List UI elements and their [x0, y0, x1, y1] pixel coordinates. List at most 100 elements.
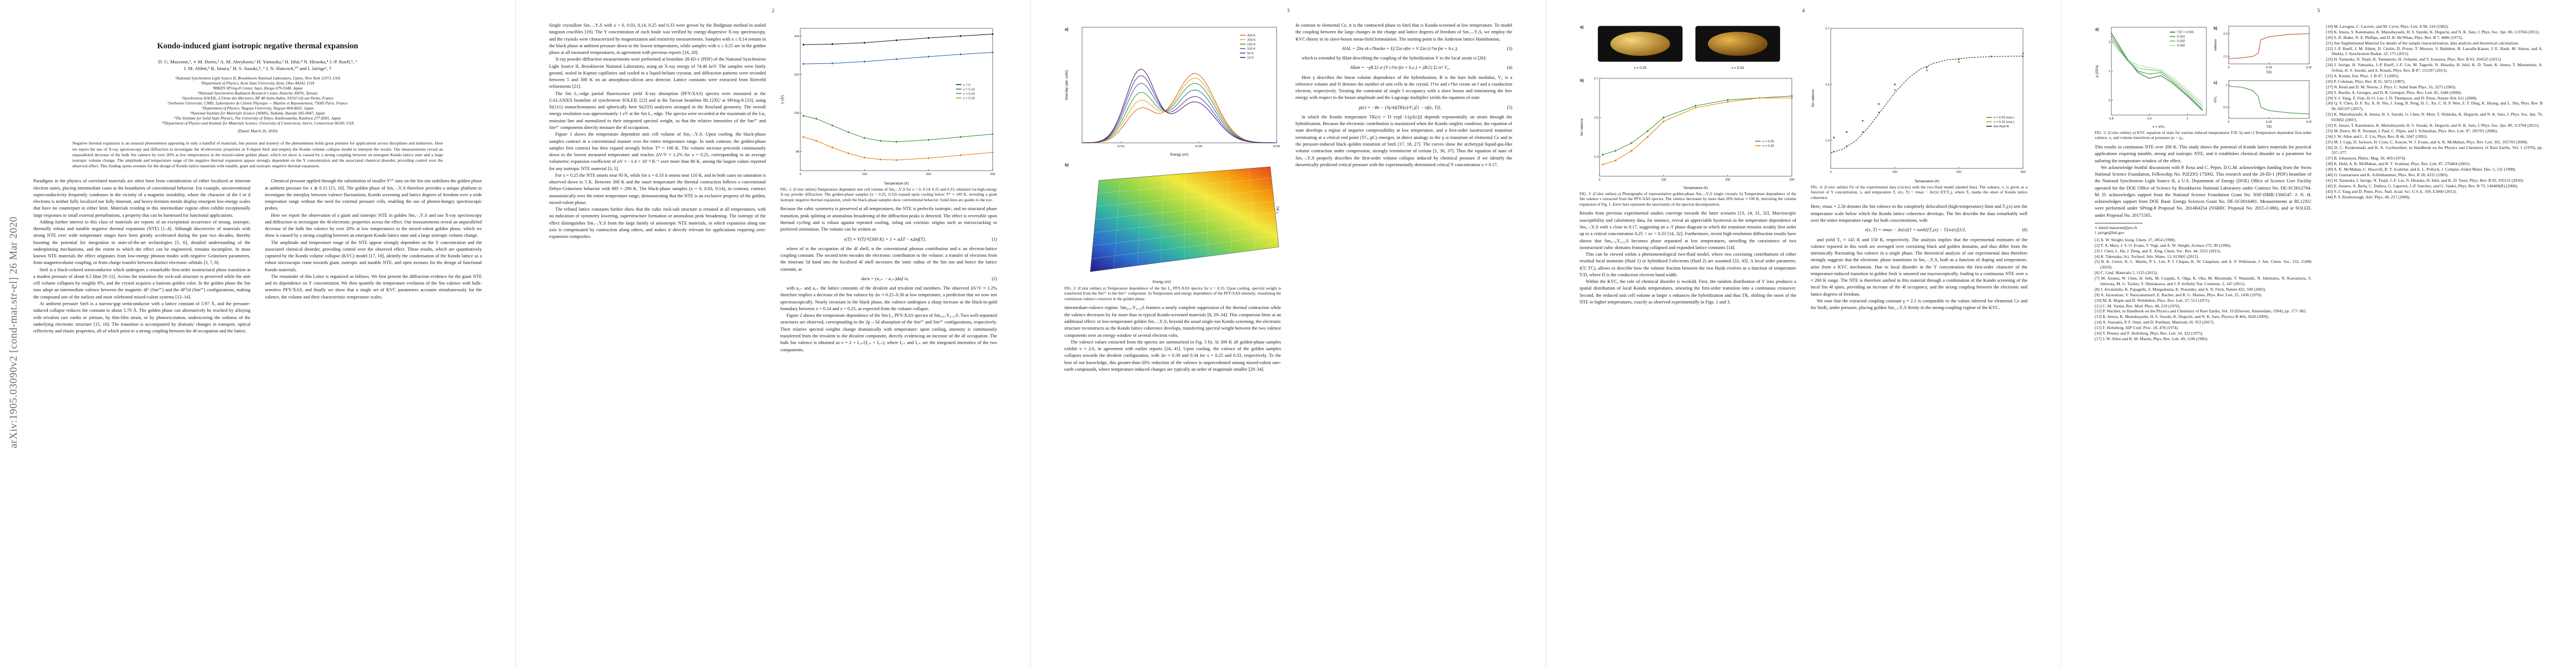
svg-text:0.020: 0.020: [2177, 40, 2185, 43]
affiliation-line: ⁵Synchrotron SOLEIL, L'Orme des Merisier…: [181, 96, 334, 101]
fig3-figure: x = 0.25 x = 0.33 a) 0 100 200 300 2.3 2.5 2.7 x =…: [1580, 23, 1796, 190]
text-columns: x = 0.25 x = 0.33 a) 0 100 200 300 2.3 2.5 2.7 x =…: [1580, 22, 2027, 651]
svg-text:1: 1: [2109, 70, 2110, 73]
equation-number: (3): [1507, 46, 1512, 51]
svg-text:2.6: 2.6: [2223, 33, 2228, 36]
fig4-chart: 0 100 200 300 2.3 2.5 2.7 x = 0.25 (exp.)x = 0.…: [1811, 27, 2026, 183]
body-paragraph: Paradigms in the physics of correlated m…: [33, 178, 251, 218]
svg-text:a): a): [1580, 26, 1583, 29]
svg-text:200 K: 200 K: [1247, 38, 1255, 42]
svg-text:2.5: 2.5: [1825, 83, 1830, 87]
svg-text:x = 0.33: x = 0.33: [1762, 145, 1774, 148]
page-number: 3: [1287, 8, 1290, 13]
svg-text:x = 0.33: x = 0.33: [1732, 66, 1745, 70]
equation-body: v(T) ≡ V(T)/V(300 K) = 1 + αΔT − κΔnf(T)…: [844, 236, 926, 242]
svg-text:100: 100: [862, 173, 867, 176]
equation-number: (4): [1507, 65, 1512, 71]
svg-text:2.3: 2.3: [1594, 156, 1598, 159]
svg-text:Sm valence: Sm valence: [1811, 89, 1815, 107]
footnote-email[interactable]: ∗ daniel.mazzone@psi.ch: [2095, 225, 2137, 230]
reference-item: [16] T. Penney and F. Holtzberg, Phys. R…: [2095, 331, 2204, 336]
reference-item: [5] B. K. Greve, K. L. Martin, P. L. Lee…: [2095, 259, 2311, 270]
svg-text:2.3: 2.3: [1825, 140, 1830, 143]
svg-text:0.030: 0.030: [2177, 44, 2185, 48]
affiliation-line: ⁸National Institute for Materials Scienc…: [190, 111, 325, 116]
page-number: 5: [2317, 8, 2320, 13]
reference-item: [27] N. Read and D. M. Newns, J. Phys. C…: [2326, 84, 2457, 89]
footnote-email[interactable]: † jarrige@bnl.gov: [2095, 230, 2125, 236]
svg-text:x = 0.33: x = 0.33: [963, 97, 975, 100]
svg-text:Temperature (K): Temperature (K): [1683, 186, 1708, 190]
dated-line: (Dated: March 26, 2020): [237, 129, 278, 134]
svg-text:x = 0.14: x = 0.14: [963, 88, 975, 91]
body-paragraph: This can be viewed within a phenomenolog…: [1580, 252, 1796, 277]
body-paragraph: The valence values extracted from the sp…: [1064, 339, 1281, 372]
column-left: 0.8 0.9 1 0 1 2 T/D = 0.005 0.010 0.020 0.030 a) v …: [2095, 22, 2311, 651]
svg-text:c): c): [2214, 81, 2217, 85]
reference-item: [7] M. Azuma, W. Chen, H. Seki, M. Czaps…: [2095, 276, 2311, 286]
fig5-figure: 0.8 0.9 1 0 1 2 T/D = 0.005 0.010 0.020 0.030 a) v …: [2095, 23, 2311, 128]
reference-item: [37] B. Johansson, Philos. Mag. 30, 469 …: [2326, 156, 2406, 161]
reference-item: [20] S. D. Bader, N. E. Phillips, and D.…: [2326, 34, 2463, 40]
page-number: 4: [1802, 8, 1805, 13]
svg-text:6730: 6730: [1273, 145, 1280, 148]
display-equation: HAL = Σkσ εk c†kσckσ + Ef Σiσ nfiσ + V Σ…: [1296, 46, 1512, 52]
reference-item: [29] Y.-f. Yang, Z. Fisk, H.-O. Lee, J. …: [2326, 95, 2478, 101]
reference-list: [1] A. W. Sleight, Inorg. Chem. 37, 2854…: [2095, 237, 2311, 342]
reference-item: [42] E. Annese, A. Barla, C. Dallera, G.…: [2326, 183, 2518, 188]
reference-item: [30] Q. Y. Chen, D. F. Xu, X. H. Niu, J.…: [2326, 101, 2543, 112]
body-paragraph: in which the Kondo temperature TK(ε) = D…: [1296, 114, 1512, 167]
body-paragraph: intermediate-valence regime. Sm₀.₆₇Y₀.₃₃…: [1064, 305, 1281, 338]
reference-item: [25] A. Kotani, Eur. Phys. J. B 47, 3 (2…: [2326, 73, 2400, 79]
svg-text:v = V/V₀: v = V/V₀: [2153, 125, 2165, 128]
fig5-caption: FIG. 5: (Color online) a) KVC equation o…: [2095, 130, 2311, 141]
svg-text:0.03: 0.03: [2266, 121, 2272, 124]
svg-text:98: 98: [796, 150, 799, 153]
reference-item: [32] K. Imura, T. Kanematsu, K. Matsubay…: [2326, 123, 2540, 128]
svg-text:1: 1: [2186, 117, 2188, 121]
svg-text:200: 200: [1725, 178, 1730, 182]
svg-text:0: 0: [2228, 121, 2229, 124]
svg-text:200: 200: [1956, 171, 1961, 174]
column-right: [18] M. Lavagna, C. Lacroix, and M. Cyro…: [2326, 22, 2543, 651]
svg-text:2.7: 2.7: [1825, 27, 1830, 31]
display-equation: Hlatt = −γB Σi εi (V c†iσ fiσ + h.c.) + …: [1296, 64, 1512, 71]
svg-text:0.06: 0.06: [2306, 66, 2311, 69]
equation-number: (6): [2022, 227, 2027, 233]
equation-number: (2): [991, 276, 997, 281]
equation-body: Δa/a = (a₂₊ − a₃₊)Δnf /a,: [861, 276, 909, 281]
body-paragraph: Within the KVC, the role of chemical dis…: [1580, 279, 1796, 305]
reference-item: [8] J. Arvanitidis, K. Papagelis, S. Mar…: [2095, 286, 2266, 292]
fig4-caption: FIG. 4: (Color online) Fit of the experi…: [1811, 185, 2027, 200]
body-paragraph: The amplitude and temperature range of t…: [265, 240, 482, 272]
svg-text:0.9: 0.9: [2148, 117, 2152, 121]
page-1: arXiv:1905.03090v2 [cond-mat.str-el] 26 …: [0, 0, 515, 667]
affiliation-line: ⁷Department of Physics, Nagoya Universit…: [201, 106, 314, 111]
svg-text:Temperature (K): Temperature (K): [884, 182, 909, 185]
reference-item: [14] A. Sousanis, P. F. Smet, and D. Poe…: [2095, 320, 2215, 325]
svg-text:two-fluid fit: two-fluid fit: [1994, 125, 2009, 128]
svg-text:2.3: 2.3: [2223, 55, 2228, 58]
svg-text:V/V₀: V/V₀: [2214, 96, 2218, 103]
reference-item: [18] M. Lavagna, C. Lacroix, and M. Cyro…: [2326, 24, 2449, 29]
svg-text:x = 0.25: x = 0.25: [963, 92, 975, 96]
body-paragraph: The refined lattice constants further sh…: [549, 207, 766, 240]
reference-item: [9] A. Jayaraman, V. Narayanamurti, E. B…: [2095, 292, 2263, 297]
reference-item: [24] I. Jarrige, H. Yamaoka, J.-P. Rueff…: [2326, 62, 2543, 73]
body-paragraph: with a₂₊ and a₃₊ the lattice constants o…: [780, 286, 997, 311]
reference-item: [22] J.-P. Rueff, J. M. Ablett, D. Céoli…: [2326, 46, 2543, 57]
body-paragraph: SmS is a black-colored semiconductor whi…: [33, 267, 251, 300]
svg-text:a): a): [2095, 28, 2099, 32]
svg-text:100: 100: [794, 112, 799, 115]
svg-text:b): b): [1065, 163, 1069, 167]
body-paragraph: and yield T₀ ≈ 145 K and 150 K, respecti…: [1811, 237, 2027, 297]
paper-title: Kondo-induced giant isotropic negative t…: [157, 42, 358, 51]
reference-item: [28] S. Burdin, A. Georges, and D. R. Gr…: [2326, 89, 2462, 95]
svg-text:102: 102: [794, 73, 799, 77]
text-columns: Paradigms in the physics of correlated m…: [33, 178, 482, 651]
reference-item: [19] K. Imura, S. Kanematsu, K. Matsubay…: [2326, 29, 2540, 34]
column-left: Single crystalline Sm₁₋ₓYₓS with x = 0, …: [549, 22, 766, 651]
svg-text:0.9: 0.9: [2223, 106, 2228, 109]
svg-text:0: 0: [799, 173, 801, 176]
